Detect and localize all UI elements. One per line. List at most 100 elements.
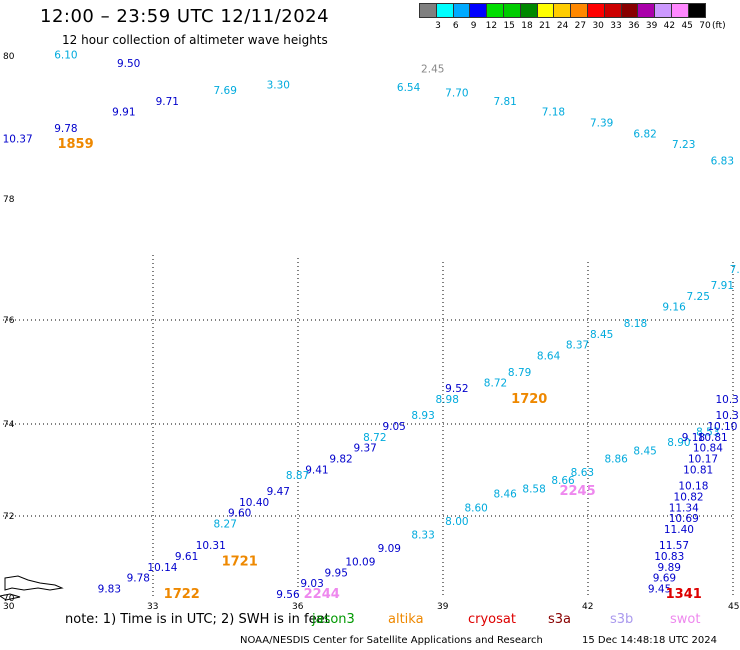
wave-height-value: 9.61 [175, 551, 198, 563]
wave-height-value: 8.72 [484, 378, 507, 390]
wave-height-value: 2.45 [421, 63, 444, 75]
lat-label: 78 [3, 195, 15, 205]
wave-height-value: 9.52 [445, 383, 468, 395]
wave-height-value: 9.05 [382, 421, 405, 433]
wave-height-value: 11.40 [664, 524, 694, 536]
wave-height-value: 9.50 [117, 58, 140, 70]
wave-height-value: 9.60 [228, 508, 251, 520]
wave-height-value: 6.83 [711, 155, 734, 167]
wave-height-value: 8.72 [363, 432, 386, 444]
wave-height-value: 8.66 [551, 475, 575, 487]
pass-times: 1859 1722 1721 1720 2244 2245 1341 [57, 137, 701, 602]
wave-height-value: 7.6 [730, 264, 740, 276]
wave-height-value: 8.64 [537, 351, 561, 363]
wave-height-value: 10.18 [678, 481, 708, 493]
colorbar-label: 15 [503, 21, 515, 31]
colorbar-label: 42 [663, 21, 676, 31]
wave-height-value: 8.60 [464, 502, 487, 514]
lat-label: 70 [3, 594, 15, 604]
graticule [3, 255, 734, 598]
wave-height-value: 9.82 [329, 454, 352, 466]
wave-height-value: 10.10 [707, 421, 737, 433]
lon-label: 36 [292, 602, 304, 612]
pass-time-label: 2244 [304, 587, 340, 602]
wave-height-value: 10.37 [3, 134, 33, 146]
colorbar-label: 21 [539, 21, 551, 31]
colorbar-label: 30 [592, 21, 604, 31]
wave-height-value: 10.3 [715, 410, 738, 422]
wave-height-value: 9.41 [305, 464, 328, 476]
wave-height-value: 8.63 [571, 467, 594, 479]
wave-height-value: 9.09 [378, 543, 401, 555]
wave-height-value: 8.86 [604, 454, 628, 466]
colorbar-swatch [687, 3, 706, 18]
wave-height-value: 9.89 [658, 562, 681, 574]
wave-height-value: 10.17 [688, 454, 718, 466]
colorbar-label: 45 [681, 21, 693, 31]
wave-height-value: 9.37 [353, 443, 376, 455]
legend-item-jason3: jason3 [312, 612, 355, 627]
colorbar-label: 36 [628, 21, 640, 31]
wave-height-value: 10.82 [674, 491, 704, 503]
wave-height-value: 9.47 [267, 486, 290, 498]
colorbar-label: 6 [452, 21, 459, 31]
lon-label: 42 [582, 602, 593, 612]
wave-height-value: 9.03 [300, 578, 323, 590]
pass-time-label: 1721 [222, 554, 258, 569]
colorbar-labels: 3 6 9 12 15 18 21 24 27 30 33 36 39 42 45 70 (ft) [420, 21, 740, 35]
wave-height-value: 9.83 [98, 584, 121, 596]
wave-height-value: 10.14 [147, 562, 177, 574]
satellite-passes: 10.37 9.78 9.91 9.71 9.50 6.10 7.69 3.30 6.54 7.7… [3, 50, 740, 601]
wave-height-value: 10.40 [239, 497, 269, 509]
wave-height-value: 8.79 [508, 367, 531, 379]
wave-height-value: 8.53 [696, 426, 719, 438]
wave-height-value: 8.58 [522, 483, 545, 495]
wave-height-value: 7.25 [687, 291, 710, 303]
wave-height-value: 6.82 [633, 128, 656, 140]
wave-height-value: 8.18 [624, 318, 647, 330]
colorbar-label: 24 [556, 21, 569, 31]
lon-label: 45 [728, 602, 739, 612]
lat-label: 72 [3, 512, 14, 522]
lat-label: 76 [3, 316, 15, 326]
lon-label: 33 [147, 602, 158, 612]
wave-height-value: 6.54 [397, 82, 421, 94]
legend-item-s3b: s3b [610, 612, 634, 627]
colorbar-label: 3 [435, 21, 441, 31]
wave-height-value: 10.69 [669, 513, 699, 525]
wave-height-value: 9.45 [648, 584, 671, 596]
colorbar-label: 33 [610, 21, 622, 31]
wave-height-value: 9.78 [54, 123, 77, 135]
legend-item-s3a: s3a [548, 612, 572, 627]
wave-height-value: 9.91 [112, 107, 135, 119]
wave-height-value: 9.18 [682, 432, 705, 444]
wave-height-value: 10.83 [654, 551, 684, 563]
wave-height-value: 8.93 [411, 410, 434, 422]
wave-height-value: 8.00 [445, 516, 468, 528]
pass-time-label: 1341 [666, 587, 702, 602]
credit-line: NOAA/NESDIS Center for Satellite Applica… [240, 635, 543, 646]
lon-label: 39 [437, 602, 449, 612]
wave-height-value: 7.18 [542, 107, 565, 119]
lat-label: 80 [3, 52, 15, 62]
wave-height-value: 9.69 [653, 573, 676, 585]
pass-time-label: 1722 [164, 587, 200, 602]
wave-height-value: 11.57 [659, 540, 689, 552]
wave-height-value: 3.30 [267, 80, 290, 92]
wave-height-value: 7.70 [445, 88, 468, 100]
pass-time-label: 1859 [57, 137, 93, 152]
wave-height-value: 8.87 [286, 470, 309, 482]
wave-height-value: 8.45 [590, 329, 613, 341]
wave-height-value: 9.16 [662, 302, 686, 314]
wave-height-value: 8.90 [667, 437, 690, 449]
legend-item-altika: altika [388, 612, 424, 627]
lon-label: 30 [3, 602, 15, 612]
wave-height-value: 10.09 [345, 556, 375, 568]
wave-height-value: 10.31 [196, 540, 226, 552]
wave-height-value: 8.98 [436, 394, 459, 406]
coastline [0, 575, 64, 601]
colorbar-label: 39 [645, 21, 658, 31]
map-title: 12:00 – 23:59 UTC 12/11/2024 [40, 6, 330, 27]
